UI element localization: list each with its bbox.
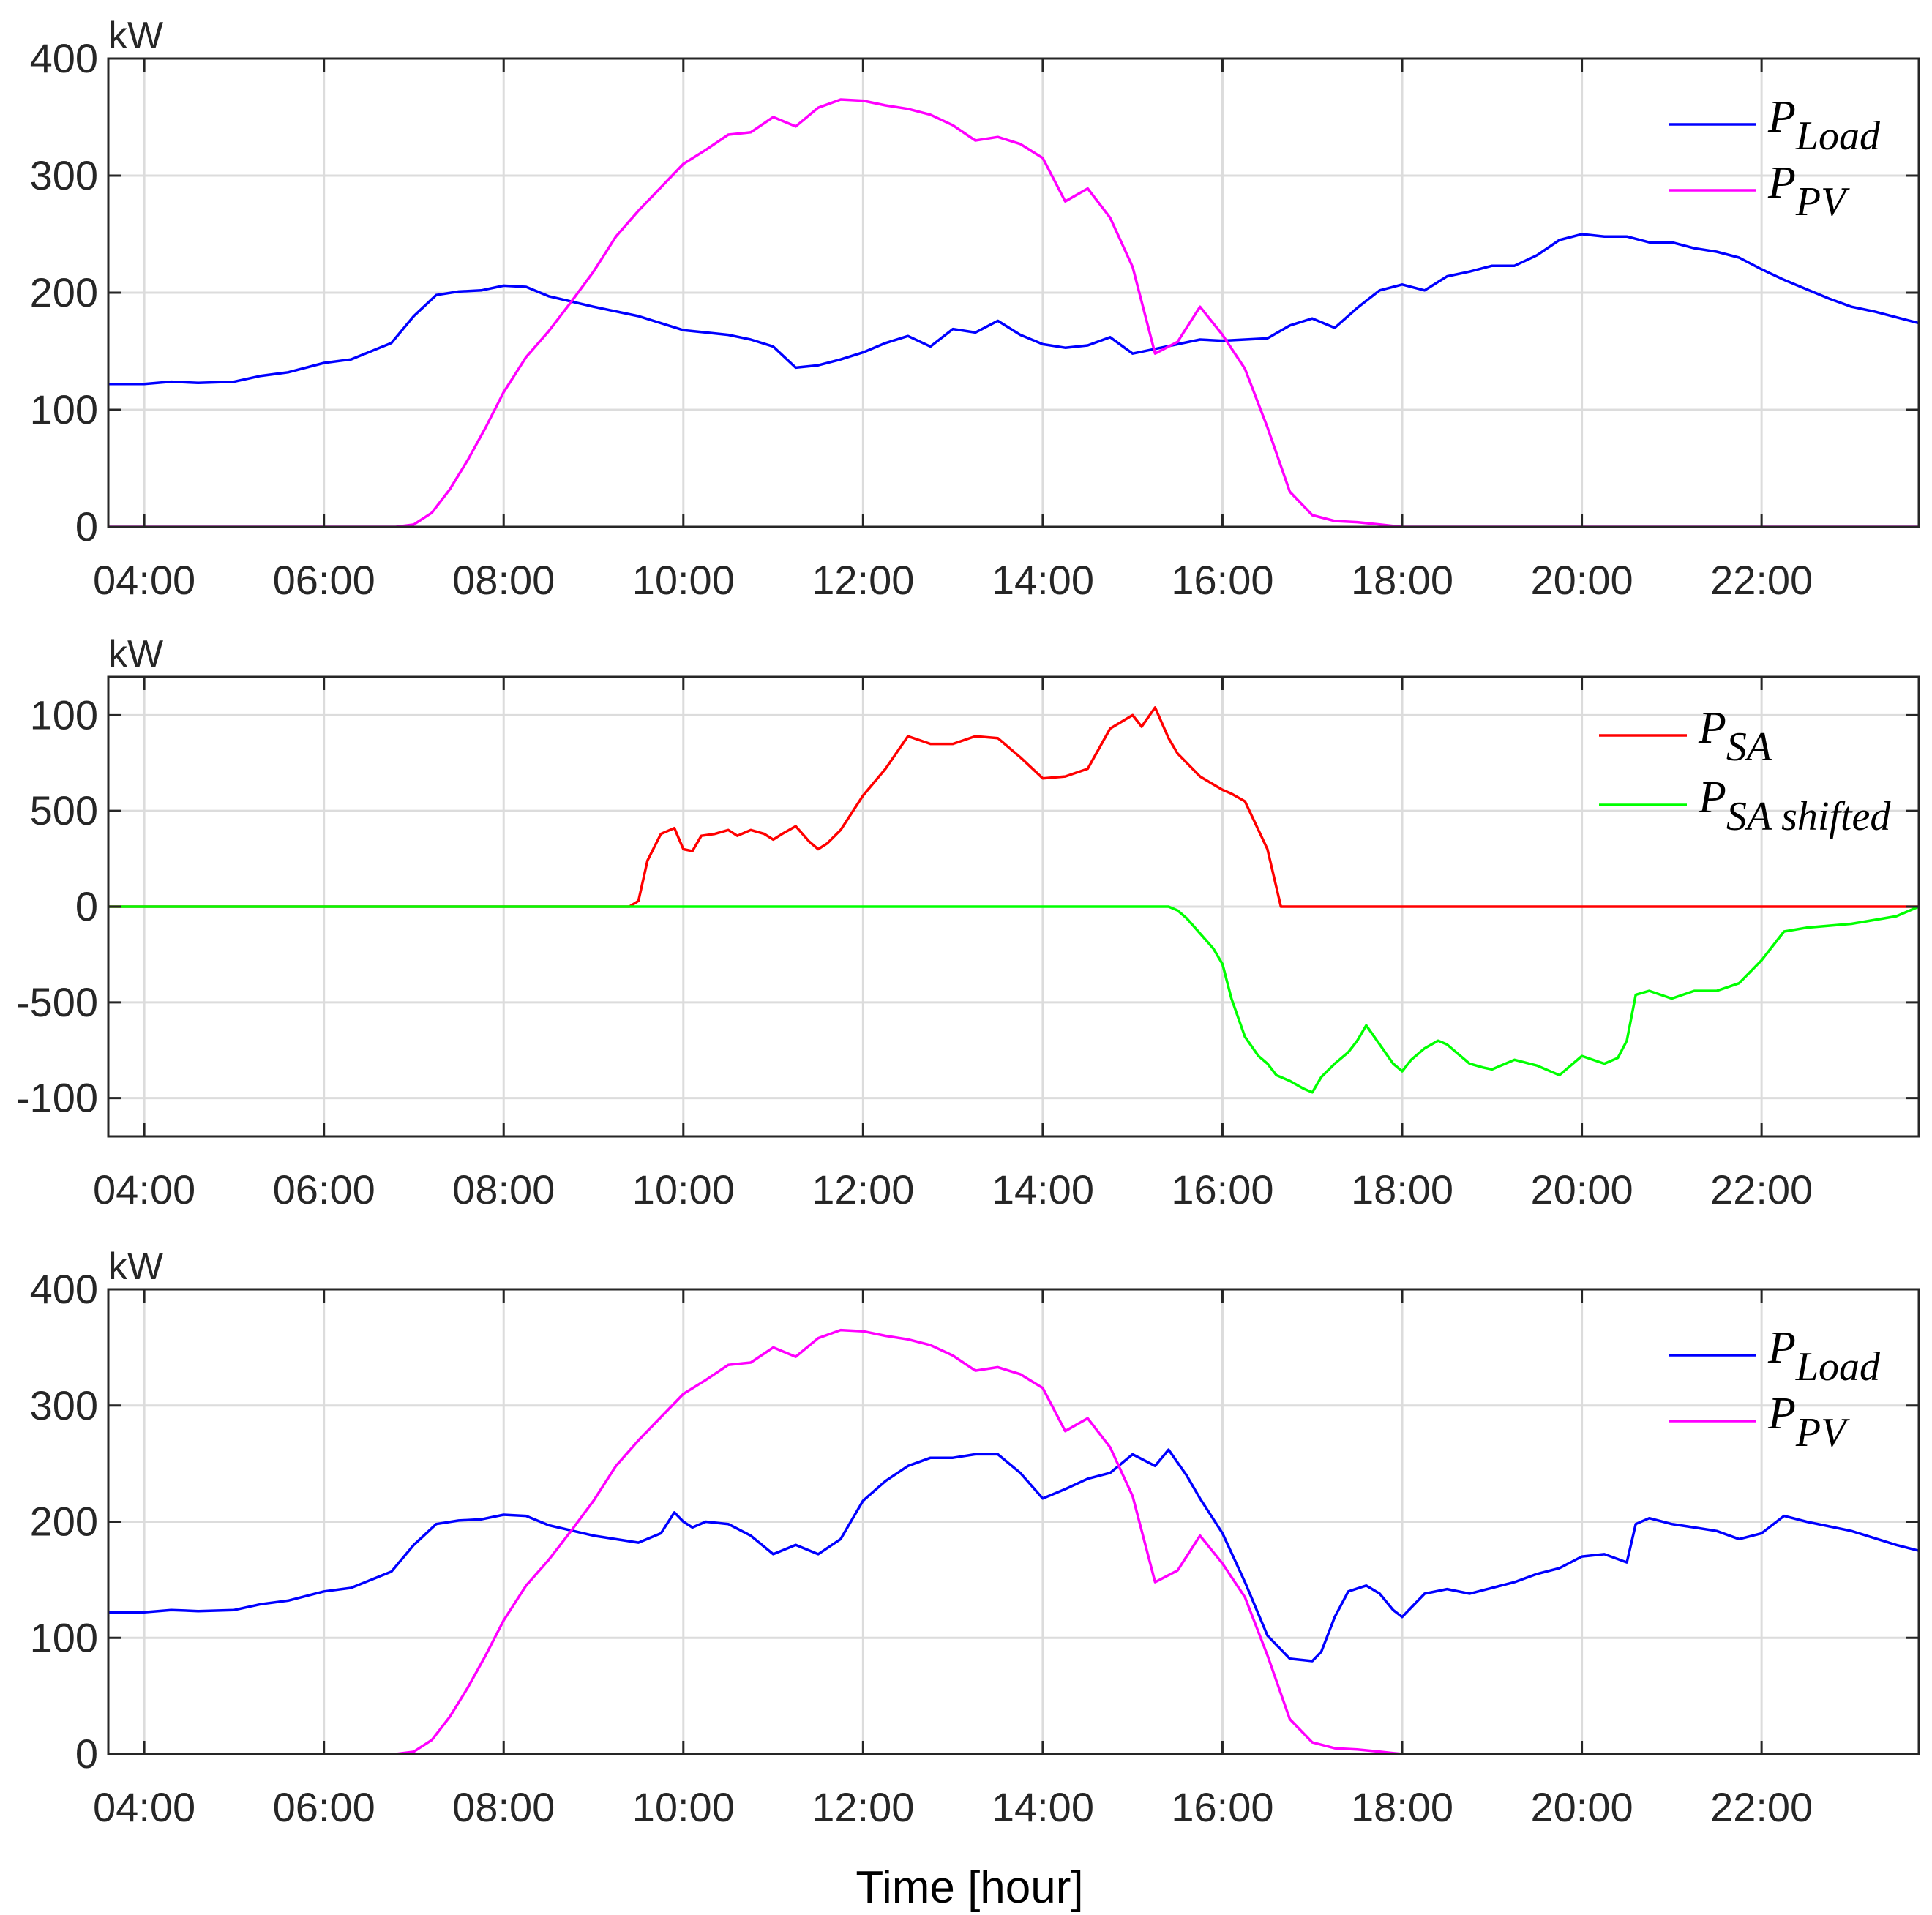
x-tick-label: 12:00: [812, 557, 914, 603]
x-tick-label: 18:00: [1351, 1166, 1453, 1213]
legend-symbol: P: [1698, 703, 1726, 753]
legend-subscript: PV: [1795, 1410, 1850, 1455]
x-tick-label: 04:00: [93, 1166, 195, 1213]
y-tick-label: 100: [30, 1614, 98, 1660]
series-line-sa: [108, 706, 1919, 908]
y-tick-label: 500: [30, 787, 98, 833]
grid-lines: [108, 1288, 1919, 1755]
x-tick-label: 04:00: [93, 1784, 195, 1830]
legend-label-pv: PPV: [1767, 158, 1850, 225]
y-tick-label: 0: [75, 883, 98, 929]
x-tick-label: 20:00: [1531, 557, 1633, 603]
legend-symbol: P: [1767, 158, 1796, 208]
grid-lines: [108, 57, 1919, 528]
chart-panel-3: 04:00 06:00 08:00 10:00 12:00 14:00 16:00 18:00…: [30, 1245, 1920, 1830]
legend-label-sa: PSA: [1698, 703, 1772, 770]
legend-label-sa_shifted: PSA shifted: [1698, 773, 1891, 839]
x-tick-label: 12:00: [812, 1166, 914, 1213]
x-tick-label: 18:00: [1351, 557, 1453, 603]
legend-subscript: SA: [1726, 724, 1772, 770]
legend-subscript: Load: [1795, 1344, 1881, 1390]
y-tick-label: 300: [30, 152, 98, 198]
y-unit-label: kW: [108, 1245, 163, 1288]
legend-symbol: P: [1767, 1389, 1796, 1439]
legend-label-pv: PPV: [1767, 1389, 1850, 1455]
x-tick-label: 04:00: [93, 557, 195, 603]
x-tick-label: 10:00: [632, 1166, 735, 1213]
legend-symbol: P: [1767, 1323, 1796, 1373]
legend-subscript: Load: [1795, 113, 1881, 159]
x-tick-label: 16:00: [1171, 1166, 1273, 1213]
legend-subscript: SA shifted: [1726, 794, 1892, 839]
y-tick-label: 400: [30, 35, 98, 81]
x-tick-label: 20:00: [1531, 1784, 1633, 1830]
chart-panel-2: 04:00 06:00 08:00 10:00 12:00 14:00 16:00 18:00…: [16, 633, 1920, 1213]
x-tick-label: 08:00: [452, 1784, 555, 1830]
y-unit-label: kW: [108, 633, 163, 675]
y-tick-label: 400: [30, 1266, 98, 1312]
x-tick-label: 20:00: [1531, 1166, 1633, 1213]
x-tick-label: 22:00: [1710, 1166, 1813, 1213]
y-tick-label: 0: [75, 503, 98, 550]
x-tick-label: 22:00: [1710, 557, 1813, 603]
y-tick-label: 300: [30, 1382, 98, 1428]
y-tick-label: 200: [30, 1499, 98, 1545]
y-tick-label: 200: [30, 269, 98, 315]
y-tick-label: -100: [16, 1075, 98, 1121]
chart-panel-1: 04:00 06:00 08:00 10:00 12:00 14:00 16:00 18:00…: [30, 15, 1920, 603]
y-unit-label: kW: [108, 15, 163, 57]
x-tick-label: 22:00: [1710, 1784, 1813, 1830]
y-tick-label: 0: [75, 1731, 98, 1777]
x-axis-title: Time [hour]: [855, 1862, 1083, 1913]
x-tick-label: 06:00: [273, 1784, 375, 1830]
x-tick-label: 14:00: [992, 1784, 1094, 1830]
y-tick-label: 100: [30, 692, 98, 738]
series-line-sa_shifted: [108, 905, 1920, 1094]
x-tick-label: 14:00: [992, 557, 1094, 603]
x-tick-label: 08:00: [452, 557, 555, 603]
legend-subscript: PV: [1795, 179, 1850, 225]
legend-symbol: P: [1698, 773, 1726, 822]
legend-label-load: PLoad: [1767, 1323, 1881, 1390]
x-tick-label: 16:00: [1171, 1784, 1273, 1830]
series-line-load: [108, 1448, 1920, 1663]
series-line-pv: [108, 98, 1919, 528]
x-tick-label: 18:00: [1351, 1784, 1453, 1830]
x-tick-label: 10:00: [632, 1784, 735, 1830]
x-tick-label: 16:00: [1171, 557, 1273, 603]
x-tick-label: 06:00: [273, 1166, 375, 1213]
y-tick-label: -500: [16, 979, 98, 1025]
x-tick-label: 12:00: [812, 1784, 914, 1830]
series-line-pv: [108, 1328, 1919, 1755]
x-tick-label: 08:00: [452, 1166, 555, 1213]
legend-label-load: PLoad: [1767, 92, 1881, 159]
legend-symbol: P: [1767, 92, 1796, 142]
series-line-load: [108, 233, 1920, 386]
y-tick-label: 100: [30, 386, 98, 432]
x-tick-label: 10:00: [632, 557, 735, 603]
x-tick-label: 06:00: [273, 557, 375, 603]
x-tick-label: 14:00: [992, 1166, 1094, 1213]
